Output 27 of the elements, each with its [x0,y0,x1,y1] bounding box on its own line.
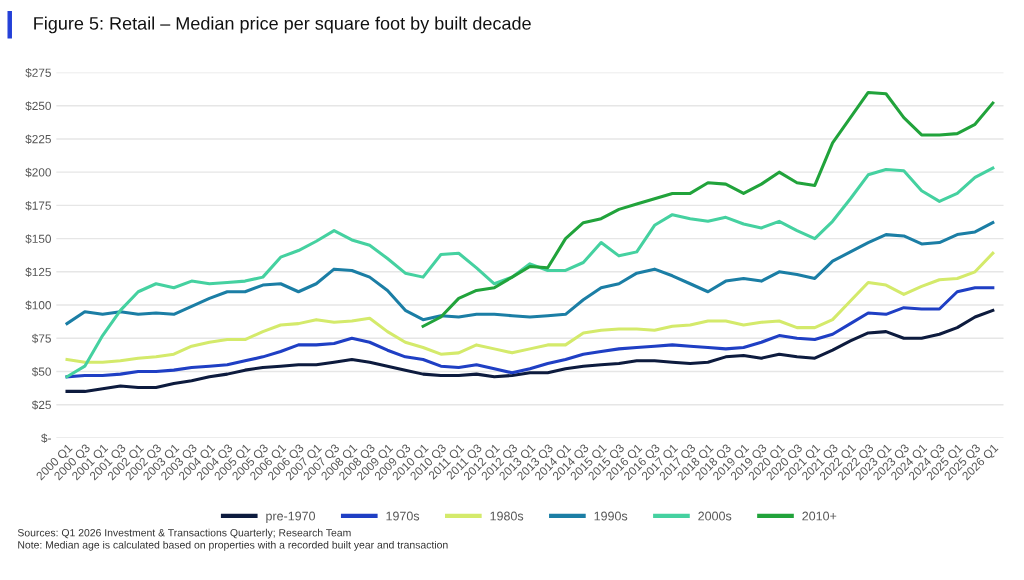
y-tick-label: $250 [25,101,51,111]
line-series [421,90,995,328]
legend-label: pre-1970 [266,511,316,523]
y-tick-label: $75 [31,333,51,344]
legend-label: 2010+ [802,511,837,521]
y-tick-label: $25 [31,400,51,410]
legend-label: 1990s [594,511,628,521]
y-tick-label: $125 [25,267,51,277]
text: Note: Median age is calculated based on properties with a recorded built year and transaction [18,540,448,551]
line-series [65,221,995,326]
chart-title: Figure 5: Retail – Median price per square foot by built decade [34,16,531,34]
line-series [65,251,995,364]
y-tick-label: $225 [25,134,51,145]
y-tick-label: $50 [31,367,51,377]
line-series [65,308,995,393]
y-tick-label: $100 [25,300,51,311]
y-tick-label: $275 [25,68,51,78]
line-series [65,166,995,379]
y-tick-label: $150 [25,234,51,244]
line-series [65,286,995,379]
y-tick-label: $200 [25,167,51,178]
y-tick-label: $- [41,433,51,443]
y-tick-label: $175 [25,200,51,211]
legend-label: 1980s [490,511,524,521]
source-note: Sources: Q1 2026 Investment & Transactions Quarterly; Research Team [17,528,351,539]
legend-label: 2000s [698,511,732,521]
legend-label: 1970s [386,511,420,521]
